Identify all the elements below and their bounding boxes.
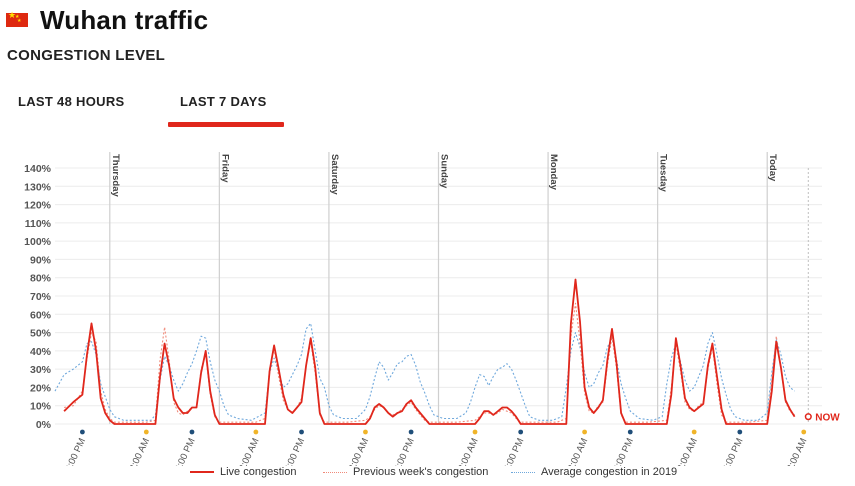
y-tick-label: 120% xyxy=(24,200,52,212)
y-tick-label: 70% xyxy=(30,291,52,303)
time-range-tabs: LAST 48 HOURS LAST 7 DAYS xyxy=(0,90,855,130)
legend-average: Average congestion in 2019 xyxy=(511,466,677,478)
y-tick-label: 130% xyxy=(24,181,52,193)
y-tick-label: 80% xyxy=(30,273,52,285)
day-marker xyxy=(801,429,807,435)
chart-legend: Live congestion Previous week's congesti… xyxy=(0,466,855,484)
x-tick-label: 6:00 PM xyxy=(173,437,198,466)
legend-live-swatch xyxy=(190,471,214,473)
night-marker xyxy=(189,429,195,435)
night-marker xyxy=(408,429,414,435)
x-tick-label: 6:00 PM xyxy=(611,437,636,466)
day-marker xyxy=(582,429,587,435)
y-tick-label: 10% xyxy=(30,401,52,413)
x-tick-label: 8:00 AM xyxy=(456,437,481,466)
y-tick-label: 40% xyxy=(30,346,52,358)
x-tick-label: 8:00 AM xyxy=(346,437,371,466)
y-tick-label: 30% xyxy=(30,364,52,376)
x-tick-label: 6:00 PM xyxy=(282,437,307,466)
now-label: NOW xyxy=(815,413,840,424)
legend-average-label: Average congestion in 2019 xyxy=(541,466,678,478)
tab-last-48-hours[interactable]: LAST 48 HOURS xyxy=(18,94,125,109)
now-marker xyxy=(804,413,812,421)
night-marker xyxy=(518,429,524,435)
x-tick-label: 6:00 PM xyxy=(63,437,88,466)
x-tick-label: 8:00 AM xyxy=(127,437,152,466)
x-tick-label: 8:00 AM xyxy=(566,437,591,466)
night-marker xyxy=(299,429,304,435)
y-tick-label: 0% xyxy=(36,419,52,431)
x-tick-label: 6:00 PM xyxy=(721,437,746,466)
tab-last-7-days[interactable]: LAST 7 DAYS xyxy=(180,94,267,109)
congestion-chart: 0% 10% 20% 30% 40% 50% 60% 70% 80% 90% 100% 110% 120… xyxy=(24,152,840,466)
day-label: Friday xyxy=(219,154,230,183)
day-marker xyxy=(691,429,697,435)
night-marker xyxy=(737,429,743,435)
night-marker xyxy=(627,429,633,435)
section-title: CONGESTION LEVEL xyxy=(7,47,166,64)
day-marker xyxy=(472,429,478,435)
day-marker xyxy=(143,429,149,435)
y-tick-label: 20% xyxy=(30,382,52,394)
series-live-congestion xyxy=(63,278,796,425)
y-tick-label: 140% xyxy=(24,163,52,175)
china-flag-icon: ★ ★ ★ xyxy=(6,11,28,27)
day-label: Monday xyxy=(548,154,559,191)
x-tick-label: 8:00 AM xyxy=(675,437,700,466)
y-tick-label: 110% xyxy=(25,218,52,230)
legend-previous-label: Previous week's congestion xyxy=(353,466,489,478)
x-tick-label: 6:00 PM xyxy=(501,437,526,466)
legend-live: Live congestion xyxy=(190,466,296,478)
legend-previous: Previous week's congestion xyxy=(323,466,488,478)
day-label: Sunday xyxy=(439,154,450,189)
active-tab-indicator xyxy=(168,122,284,127)
day-marker xyxy=(253,429,259,435)
y-tick-label: 90% xyxy=(30,254,52,266)
day-marker xyxy=(363,429,368,435)
y-tick-label: 50% xyxy=(30,328,52,340)
legend-average-swatch xyxy=(511,471,535,473)
x-tick-label: 8:00 AM xyxy=(785,437,810,466)
y-tick-label: 60% xyxy=(30,309,52,321)
page-title: Wuhan traffic xyxy=(40,4,209,35)
page-header: ★ ★ ★ Wuhan traffic xyxy=(6,2,208,38)
day-label: Today xyxy=(767,154,778,182)
day-label: Thursday xyxy=(110,154,121,197)
night-marker xyxy=(79,429,85,435)
day-label: Tuesday xyxy=(658,154,669,193)
legend-previous-swatch xyxy=(323,471,347,473)
y-tick-label: 100% xyxy=(24,236,52,248)
legend-live-label: Live congestion xyxy=(220,466,297,478)
x-tick-label: 6:00 PM xyxy=(392,437,417,466)
day-label: Saturday xyxy=(329,154,340,195)
x-tick-label: 8:00 AM xyxy=(237,437,262,466)
